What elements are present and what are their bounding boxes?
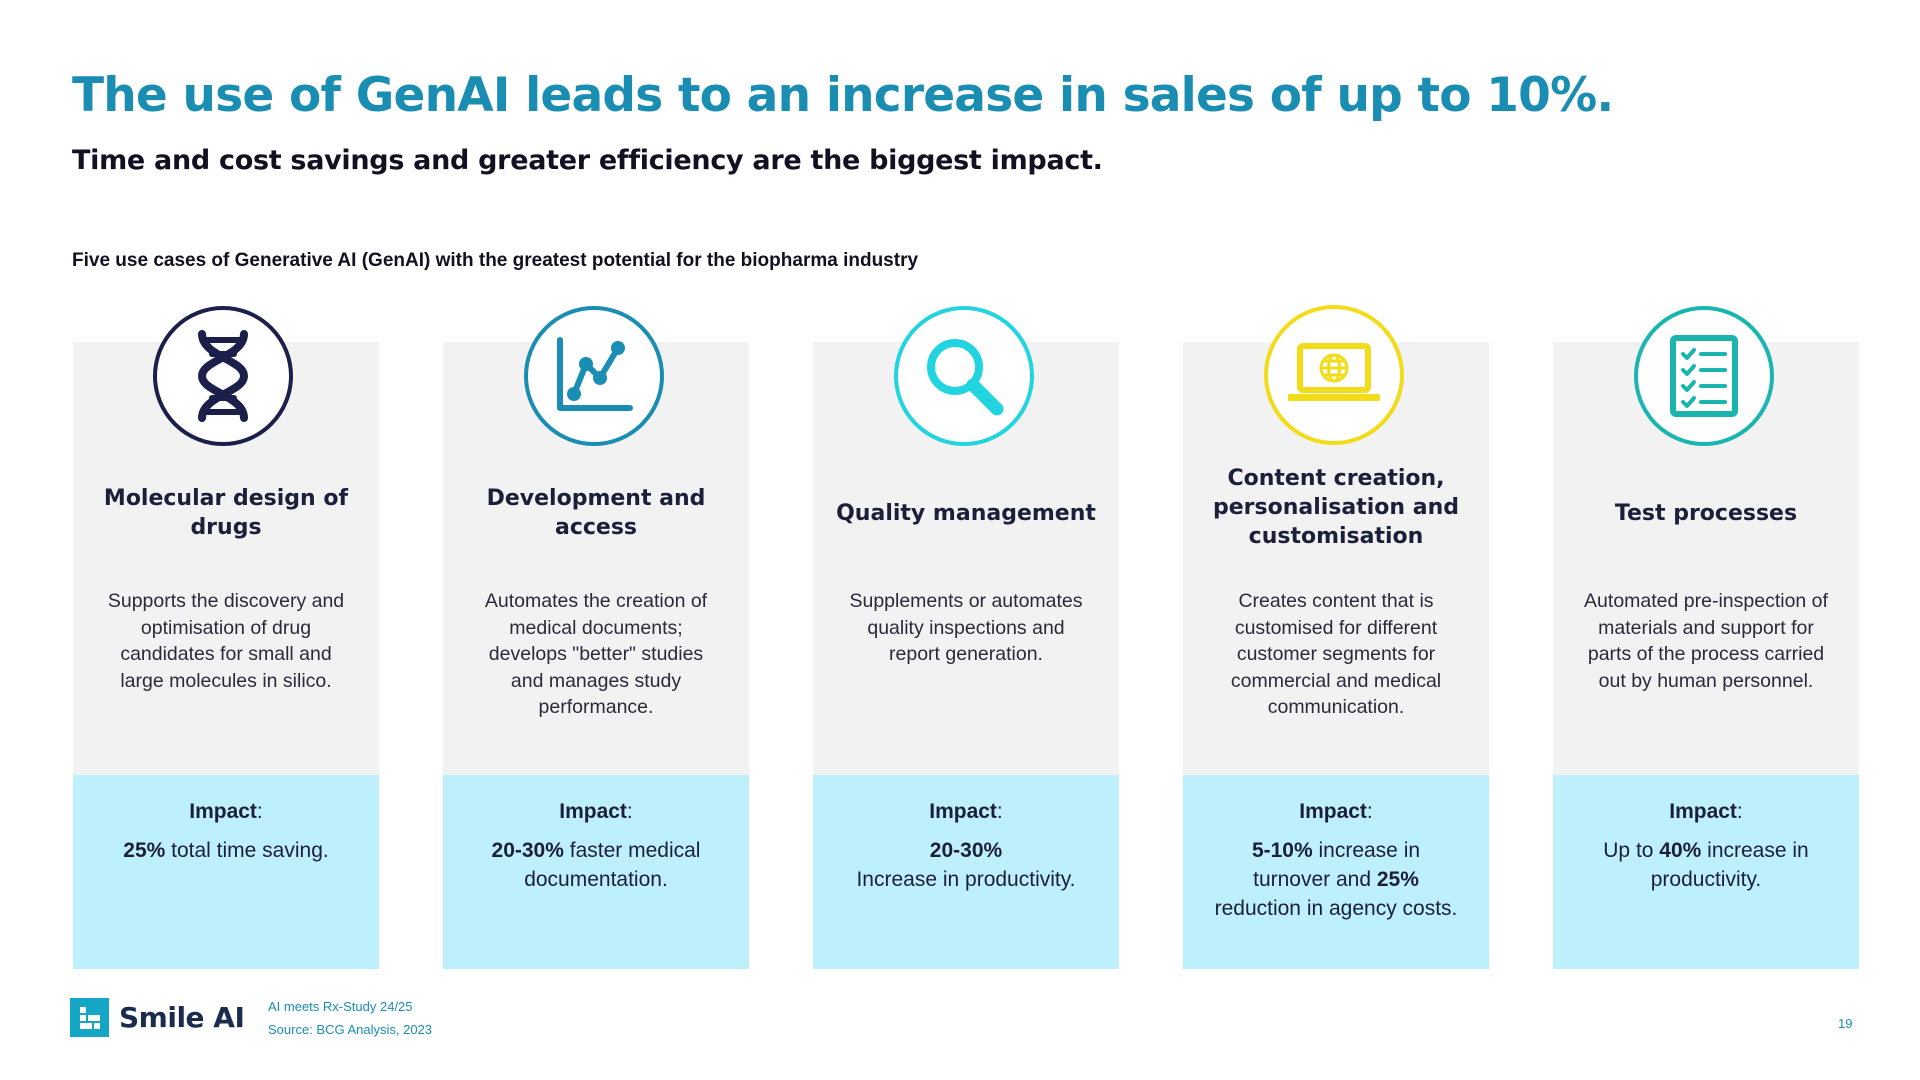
page-title: The use of GenAI leads to an increase in… <box>72 68 1614 123</box>
card-impact-panel <box>813 775 1119 969</box>
logo-text: Smile AI <box>119 1001 245 1034</box>
dna-icon <box>153 306 293 446</box>
card-title: Molecular design of drugs <box>103 486 349 540</box>
card-title: Content creation, personalisation and cu… <box>1212 465 1459 549</box>
card-description: Supports the discovery and optimisation … <box>107 590 345 692</box>
impact-label: Impact: <box>1669 800 1743 823</box>
card-impact-panel <box>73 775 379 969</box>
card-title: Test processes <box>1614 500 1798 526</box>
use-case-card-development-access: Development and access Automates the cre… <box>443 306 749 969</box>
use-case-card-test-processes: Test processes Automated pre-inspection … <box>1553 306 1859 969</box>
impact-label: Impact: <box>559 800 633 823</box>
use-case-card-molecular-design: Molecular design of drugs Supports the d… <box>73 306 379 969</box>
card-description: Automated pre-inspection of materials an… <box>1584 590 1828 692</box>
section-caption: Five use cases of Generative AI (GenAI) … <box>72 250 919 271</box>
card-description: Automates the creation of medical docume… <box>484 590 708 718</box>
card-impact-panel <box>443 775 749 969</box>
checklist-icon <box>1634 306 1774 446</box>
page-number: 19 <box>1838 1016 1853 1031</box>
study-note: AI meets Rx-Study 24/25 <box>268 999 413 1014</box>
impact-label: Impact: <box>1299 800 1373 823</box>
card-impact-panel <box>1183 775 1489 969</box>
smile-ai-logo: Smile AI <box>70 998 245 1037</box>
impact-text: 20-30% Increase in productivity. <box>856 839 1076 891</box>
card-title: Development and access <box>486 486 706 540</box>
impact-label: Impact: <box>929 800 1003 823</box>
laptop-globe-icon <box>1264 305 1404 445</box>
use-case-card-content-creation: Content creation, personalisation and cu… <box>1183 305 1489 969</box>
impact-text: 5-10% increase in turnover and 25% reduc… <box>1214 839 1458 920</box>
magnifier-icon <box>894 306 1034 446</box>
use-case-card-quality-management: Quality management Supplements or automa… <box>813 306 1119 969</box>
card-description: Supplements or automates quality inspect… <box>849 590 1083 665</box>
impact-text: 25% total time saving. <box>123 839 329 862</box>
card-title: Quality management <box>836 500 1096 526</box>
chart-icon <box>524 306 664 446</box>
card-impact-panel <box>1553 775 1859 969</box>
impact-text: Up to 40% increase in productivity. <box>1603 839 1809 891</box>
source-note: Source: BCG Analysis, 2023 <box>268 1022 433 1037</box>
logo-mark-icon <box>70 998 109 1037</box>
impact-label: Impact: <box>189 800 263 823</box>
page-subtitle: Time and cost savings and greater effici… <box>72 145 1103 176</box>
card-description: Creates content that is customised for d… <box>1230 590 1442 718</box>
impact-text: 20-30% faster medical documentation. <box>491 839 701 891</box>
